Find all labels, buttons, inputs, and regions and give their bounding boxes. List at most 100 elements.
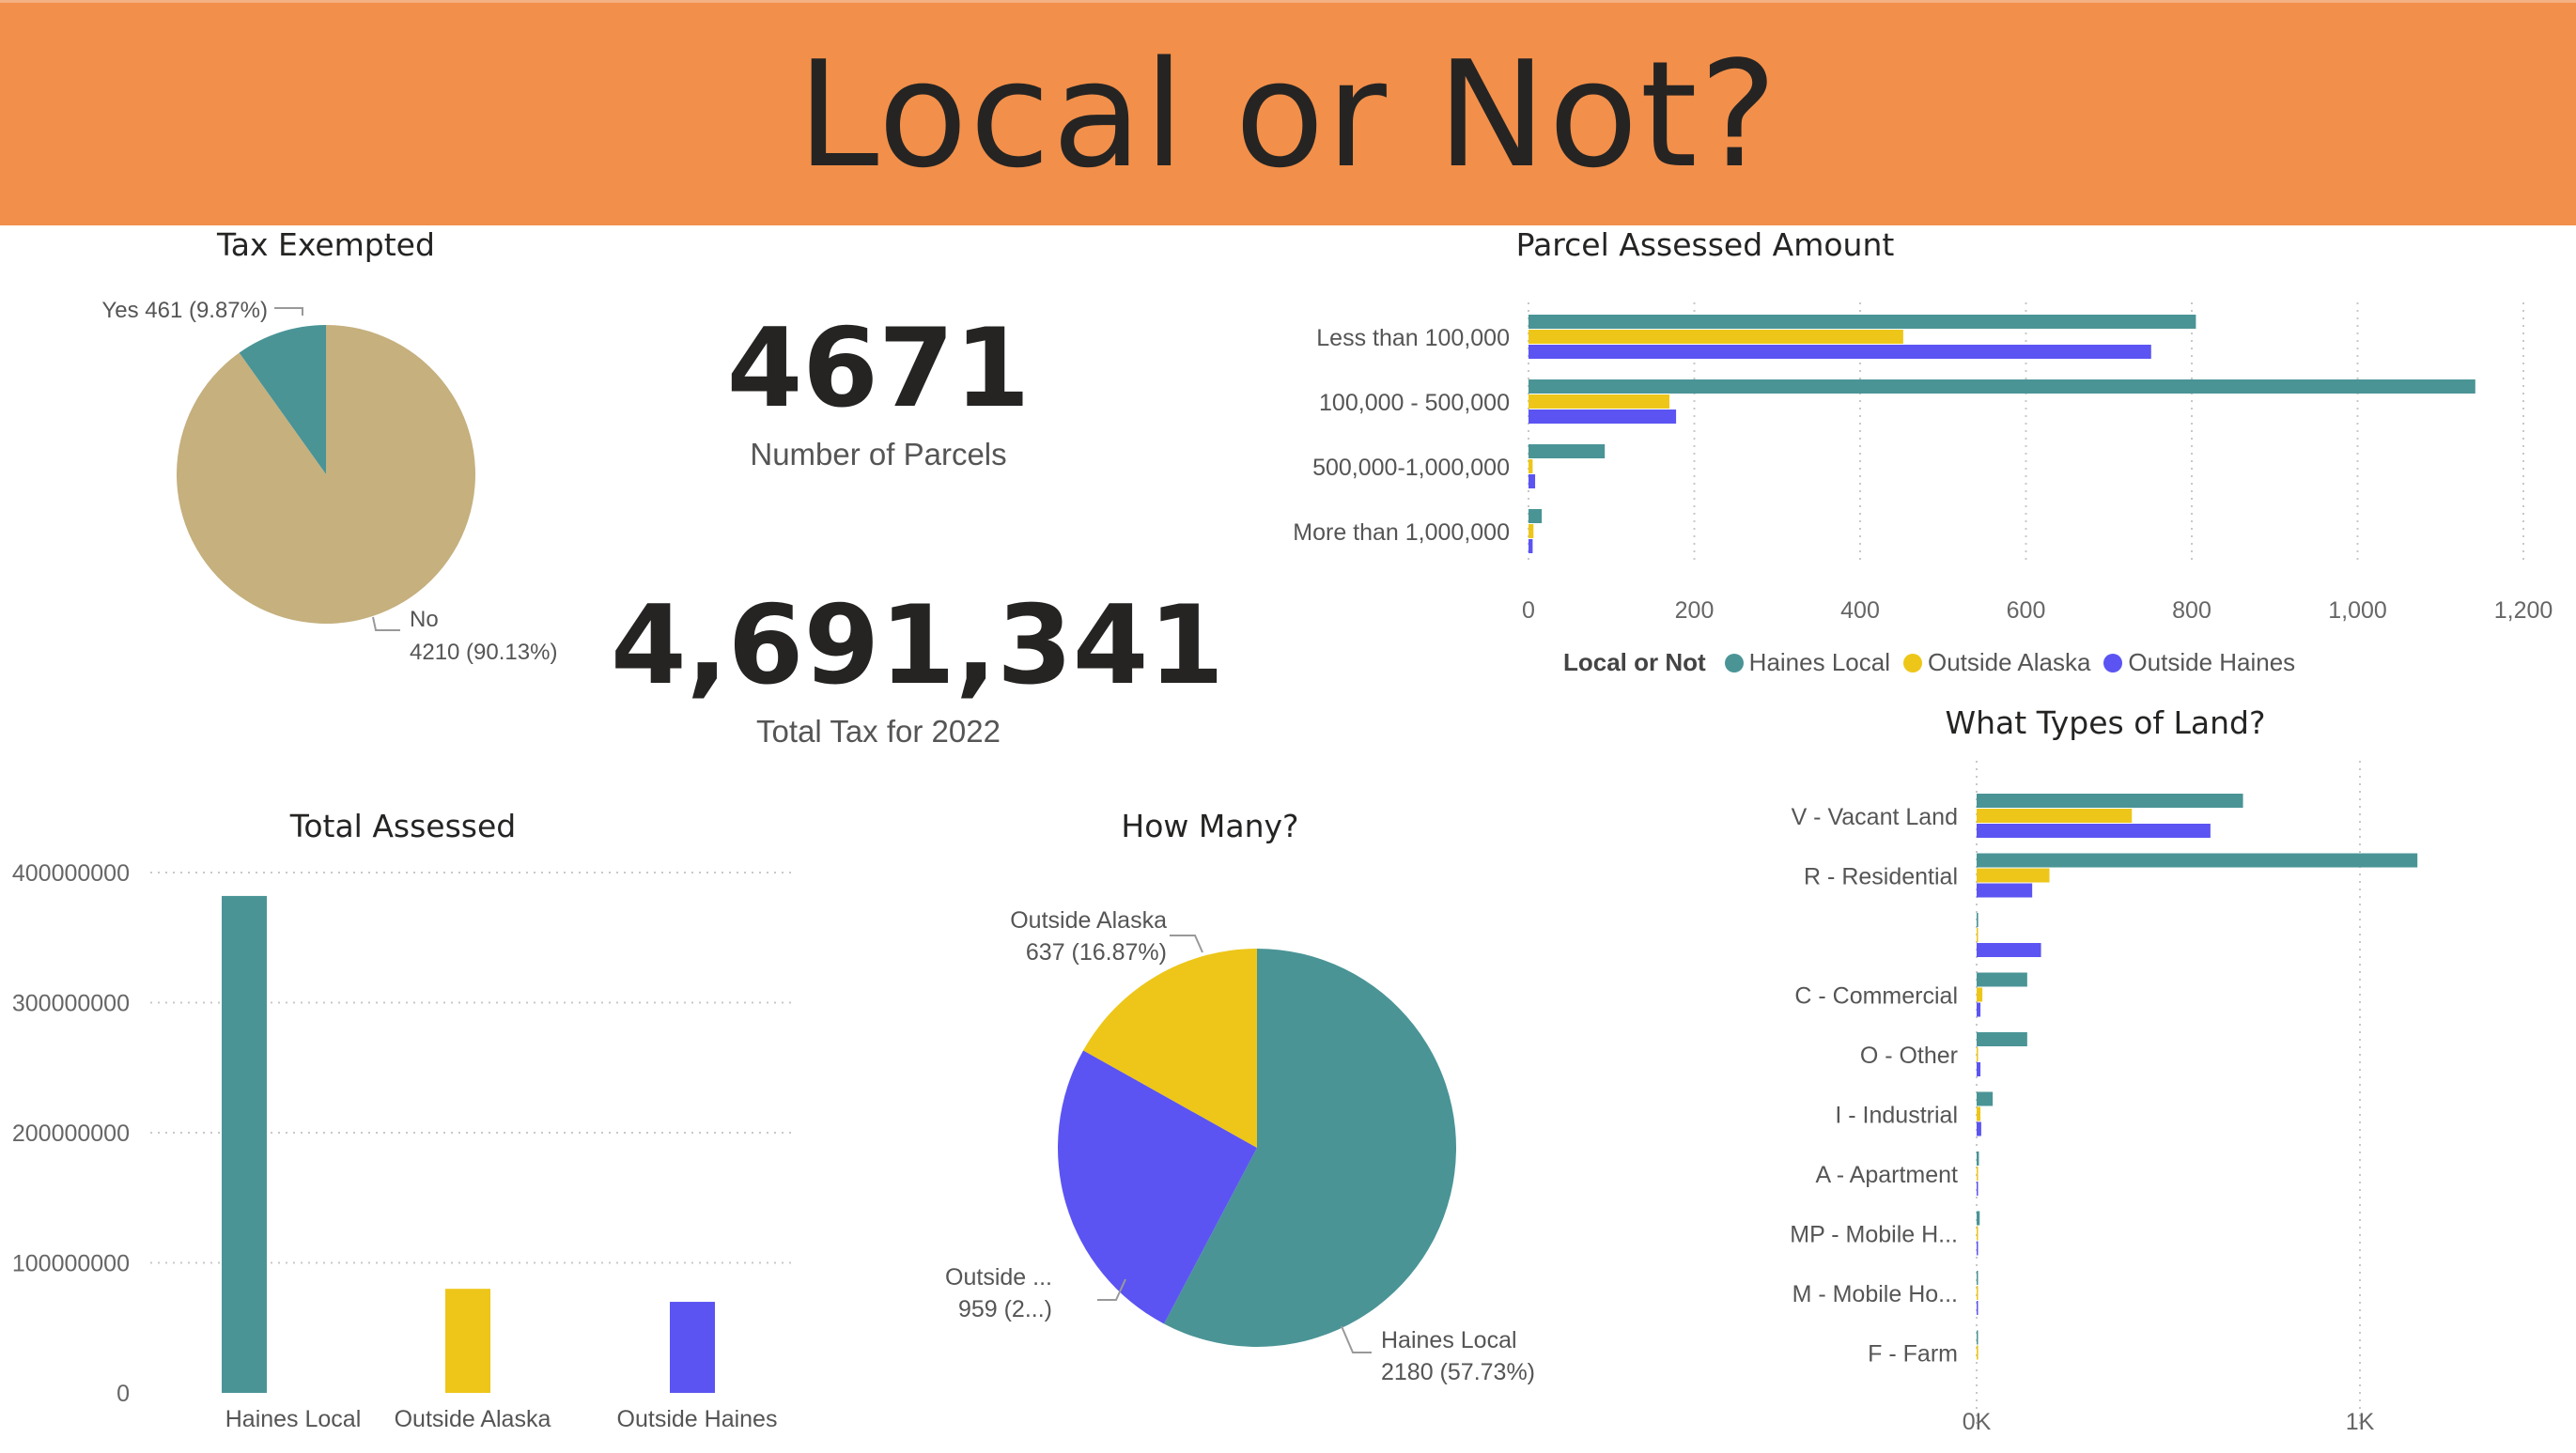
parcel-count-card: 4671 Number of Parcels bbox=[658, 315, 1099, 472]
slice-label-haines-local: Haines Local bbox=[1381, 1327, 1517, 1353]
tax-exempted-panel: Tax Exempted Yes 461 (9.87%) No 4210 (90… bbox=[0, 223, 658, 730]
label-leader-outside-haines bbox=[1097, 1278, 1126, 1301]
bar-outside-alaska-c-commercial[interactable] bbox=[1977, 987, 1983, 1002]
bar-haines-local-f-farm[interactable] bbox=[1977, 1330, 1979, 1345]
slice-value-outside-alaska: 637 (16.87%) bbox=[1026, 939, 1167, 966]
bar-outside-alaska-a-apartment[interactable] bbox=[1977, 1167, 1979, 1181]
total-assessed-panel: Total Assessed 0 100000000 200000000 300000… bbox=[0, 798, 846, 1453]
x-tick-label: 1,200 bbox=[2494, 597, 2553, 624]
bar-outside-alaska-100-000-500-000[interactable] bbox=[1529, 394, 1670, 409]
tax-exempted-title: Tax Exempted bbox=[217, 226, 435, 263]
legend-marker-haines-local bbox=[1724, 653, 1744, 672]
bar-outside-alaska-unlabeled[interactable] bbox=[1977, 928, 1979, 942]
bar-outside-haines-v-vacant-land[interactable] bbox=[1977, 824, 2211, 838]
category-label-mp-mobile-h: MP - Mobile H... bbox=[1790, 1222, 1958, 1248]
bar-outside-haines-100-000-500-000[interactable] bbox=[1529, 410, 1677, 424]
legend-item-outside-alaska[interactable]: Outside Alaska bbox=[1902, 648, 2091, 677]
legend-label-outside-alaska: Outside Alaska bbox=[1927, 648, 2091, 676]
bar-outside-alaska-i-industrial[interactable] bbox=[1977, 1106, 1981, 1121]
pie-slice-no[interactable] bbox=[176, 325, 476, 624]
pie-slice-outside-alaska[interactable] bbox=[1083, 949, 1257, 1148]
bar-haines-local-500-000-1-000-000[interactable] bbox=[1529, 444, 1606, 458]
title-banner: Local or Not? bbox=[0, 0, 2576, 225]
x-tick-label-outside-haines: Outside Haines bbox=[617, 1406, 778, 1432]
x-tick-label: 0K bbox=[1963, 1409, 1992, 1435]
category-label-a-apartment: A - Apartment bbox=[1816, 1162, 1959, 1188]
bar-outside-haines-less-than-100-000[interactable] bbox=[1529, 345, 2151, 359]
bar-outside-haines-more-than-1-000-000[interactable] bbox=[1529, 539, 1533, 553]
label-leader-outside-alaska bbox=[1170, 935, 1203, 953]
y-tick-label: 300000000 bbox=[12, 991, 130, 1017]
label-leader-yes bbox=[274, 307, 303, 316]
bar-outside-haines-mp-mobile-h[interactable] bbox=[1977, 1241, 1979, 1256]
bar-outside-haines-r-residential[interactable] bbox=[1977, 883, 2033, 898]
bar-haines-local-r-residential[interactable] bbox=[1977, 853, 2418, 868]
bar-outside-haines[interactable] bbox=[670, 1302, 715, 1393]
bar-haines-local-less-than-100-000[interactable] bbox=[1529, 315, 2196, 329]
category-label-o-other: O - Other bbox=[1860, 1043, 1958, 1069]
bar-outside-alaska-o-other[interactable] bbox=[1977, 1047, 1979, 1061]
x-tick-label: 1K bbox=[2346, 1409, 2375, 1435]
parcel-count-value: 4671 bbox=[726, 305, 1031, 432]
pie-slice-outside-haines[interactable] bbox=[1058, 1050, 1257, 1324]
slice-label-outside-haines: Outside ... bbox=[945, 1264, 1052, 1291]
bar-haines-local-unlabeled[interactable] bbox=[1977, 913, 1979, 927]
legend-label-outside-haines: Outside Haines bbox=[2128, 648, 2296, 676]
bar-outside-alaska-r-residential[interactable] bbox=[1977, 868, 2050, 883]
bar-haines-local-m-mobile-ho[interactable] bbox=[1977, 1271, 1979, 1285]
bar-outside-haines-m-mobile-ho[interactable] bbox=[1977, 1301, 1979, 1315]
total-tax-card: 4,691,341 Total Tax for 2022 bbox=[611, 592, 1224, 750]
category-label-i-industrial: I - Industrial bbox=[1835, 1103, 1958, 1129]
bar-outside-alaska-m-mobile-ho[interactable] bbox=[1977, 1286, 1979, 1300]
bar-haines-local-i-industrial[interactable] bbox=[1977, 1091, 1994, 1106]
bar-outside-haines-a-apartment[interactable] bbox=[1977, 1182, 1979, 1196]
category-label-r-residential: R - Residential bbox=[1804, 864, 1958, 890]
tax-exempted-chart: Yes 461 (9.87%) No 4210 (90.13%) bbox=[101, 298, 557, 665]
legend-item-haines-local[interactable]: Haines Local bbox=[1724, 648, 1890, 677]
bar-outside-haines-c-commercial[interactable] bbox=[1977, 1002, 1981, 1017]
how-many-panel: How Many? Outside Alaska 637 (16.87%) Ou… bbox=[846, 798, 1672, 1453]
category-label-more-than-1-000-000: More than 1,000,000 bbox=[1293, 519, 1510, 546]
bar-outside-alaska-less-than-100-000[interactable] bbox=[1529, 330, 1903, 344]
pie-slice-haines-local[interactable] bbox=[1163, 949, 1456, 1347]
legend-title: Local or Not bbox=[1563, 648, 1706, 676]
category-label-less-than-100-000: Less than 100,000 bbox=[1316, 325, 1510, 351]
bar-outside-alaska[interactable] bbox=[445, 1289, 490, 1393]
bar-haines-local-a-apartment[interactable] bbox=[1977, 1152, 1979, 1166]
bar-outside-alaska-f-farm[interactable] bbox=[1977, 1345, 1979, 1360]
bar-haines-local[interactable] bbox=[222, 895, 267, 1393]
legend-label-haines-local: Haines Local bbox=[1748, 648, 1890, 676]
bar-haines-local-o-other[interactable] bbox=[1977, 1032, 2027, 1046]
bar-haines-local-100-000-500-000[interactable] bbox=[1529, 379, 2475, 394]
label-leader-haines-local bbox=[1341, 1325, 1372, 1353]
bar-outside-alaska-v-vacant-land[interactable] bbox=[1977, 809, 2133, 823]
total-tax-label: Total Tax for 2022 bbox=[756, 714, 1001, 749]
y-tick-label: 0 bbox=[116, 1381, 130, 1407]
bar-outside-alaska-more-than-1-000-000[interactable] bbox=[1529, 524, 1534, 538]
legend-item-outside-haines[interactable]: Outside Haines bbox=[2103, 648, 2295, 677]
parcel-count-label: Number of Parcels bbox=[750, 437, 1007, 471]
category-label-500-000-1-000-000: 500,000-1,000,000 bbox=[1312, 455, 1510, 481]
category-label-f-farm: F - Farm bbox=[1868, 1341, 1958, 1368]
bar-outside-haines-o-other[interactable] bbox=[1977, 1062, 1981, 1076]
parcel-assessed-title: Parcel Assessed Amount bbox=[1515, 226, 1895, 263]
pie-slice-yes[interactable] bbox=[239, 325, 326, 474]
bar-outside-alaska-500-000-1-000-000[interactable] bbox=[1529, 459, 1533, 473]
bar-outside-haines-unlabeled[interactable] bbox=[1977, 943, 2041, 957]
x-tick-label: 800 bbox=[2172, 597, 2211, 624]
category-label-c-commercial: C - Commercial bbox=[1794, 983, 1958, 1010]
page-title: Local or Not? bbox=[797, 28, 1779, 200]
label-leader-no bbox=[372, 616, 400, 631]
how-many-title: How Many? bbox=[1121, 808, 1299, 844]
bar-outside-haines-500-000-1-000-000[interactable] bbox=[1529, 474, 1536, 488]
bar-outside-alaska-mp-mobile-h[interactable] bbox=[1977, 1226, 1979, 1241]
land-types-chart: 0K 1K V - Vacant Land R - Residential C - Co… bbox=[1790, 761, 2418, 1435]
bar-haines-local-more-than-1-000-000[interactable] bbox=[1529, 509, 1543, 523]
bar-haines-local-mp-mobile-h[interactable] bbox=[1977, 1211, 1980, 1226]
x-tick-label-outside-alaska: Outside Alaska bbox=[395, 1406, 551, 1432]
bar-haines-local-c-commercial[interactable] bbox=[1977, 972, 2027, 987]
land-types-panel: What Types of Land? 0K 1K V - Vacant Land R… bbox=[1747, 695, 2576, 1453]
bar-outside-haines-i-industrial[interactable] bbox=[1977, 1121, 1981, 1136]
parcel-assessed-panel: Parcel Assessed Amount 0 200 400 600 800 1,00… bbox=[1221, 223, 2576, 636]
bar-haines-local-v-vacant-land[interactable] bbox=[1977, 794, 2243, 808]
